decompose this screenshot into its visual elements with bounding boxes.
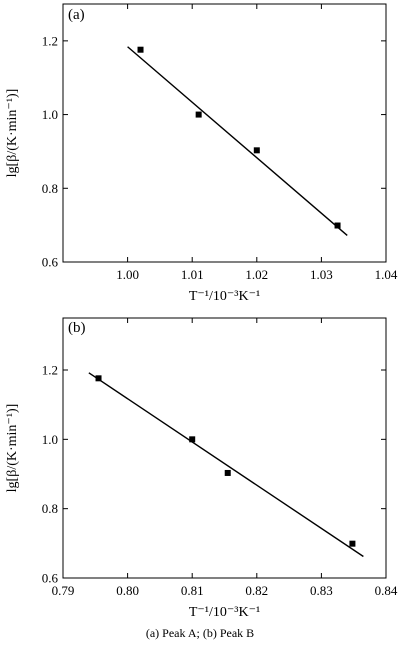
- figure-caption: (a) Peak A; (b) Peak B: [145, 626, 255, 640]
- data-point: [195, 111, 202, 118]
- panel-label: (a): [68, 7, 85, 23]
- y-tick-label: 1.0: [42, 107, 58, 122]
- x-axis-label: T⁻¹/10⁻³K⁻¹: [189, 605, 260, 620]
- x-tick-label: 1.02: [245, 267, 268, 282]
- data-point: [189, 436, 196, 443]
- y-tick-label: 0.6: [42, 255, 59, 270]
- data-point: [137, 46, 144, 53]
- x-tick-label: 0.80: [116, 583, 139, 598]
- x-tick-label: 0.79: [52, 583, 75, 598]
- x-tick-label: 0.83: [310, 583, 333, 598]
- data-point: [224, 469, 231, 476]
- x-tick-label: 1.04: [375, 267, 398, 282]
- x-tick-label: 0.81: [181, 583, 204, 598]
- plot-frame: [62, 317, 387, 579]
- data-point: [253, 147, 260, 154]
- y-tick-label: 0.8: [42, 501, 58, 516]
- x-tick-label: 0.82: [245, 583, 268, 598]
- x-axis-label: T⁻¹/10⁻³K⁻¹: [189, 289, 260, 304]
- x-tick-label: 1.03: [310, 267, 333, 282]
- fit-line: [127, 46, 348, 236]
- y-axis-label: lg[β/(K·min⁻¹)]: [5, 89, 20, 178]
- x-tick-label: 1.00: [116, 267, 139, 282]
- fit-line: [88, 372, 364, 558]
- x-tick-label: 0.84: [375, 583, 398, 598]
- y-axis-label: lg[β/(K·min⁻¹)]: [5, 404, 20, 493]
- y-tick-label: 1.0: [42, 432, 58, 447]
- panel-label: (b): [68, 320, 86, 336]
- x-tick-label: 1.01: [181, 267, 204, 282]
- data-point: [349, 540, 356, 547]
- y-tick-label: 1.2: [42, 363, 58, 378]
- data-point: [95, 375, 102, 382]
- y-tick-label: 0.8: [42, 181, 58, 196]
- y-tick-label: 1.2: [42, 33, 58, 48]
- y-tick-label: 0.6: [42, 571, 59, 586]
- data-point: [334, 222, 341, 229]
- plot-frame: [62, 3, 387, 263]
